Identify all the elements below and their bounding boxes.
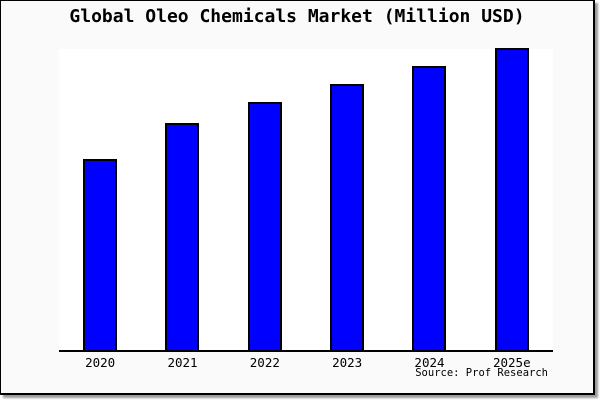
bar-slot-2025e (471, 48, 553, 350)
x-tick-label-2022: 2022 (249, 355, 280, 370)
bar-slot-2020 (59, 49, 141, 350)
x-tick-label-2020: 2020 (85, 355, 116, 370)
x-tick-label-2023: 2023 (332, 355, 363, 370)
bar-2021 (165, 123, 200, 350)
bar-2020 (83, 159, 118, 350)
x-tick-label-2024: 2024 (414, 355, 445, 370)
x-tick-label-2025e: 2025e (492, 355, 531, 370)
source-credit: Source: Prof Research (415, 367, 548, 379)
bar-2022 (247, 102, 282, 350)
bar-2024 (412, 66, 447, 350)
chart-frame: Global Oleo Chemicals Market (Million US… (0, 0, 595, 395)
x-axis-labels: 2020 2021 2022 2023 2024 2025e (59, 355, 553, 370)
bar-2025e (494, 48, 529, 350)
bar-slot-2022 (224, 49, 306, 350)
bar-slot-2021 (141, 49, 223, 350)
bar-slot-2024 (388, 49, 470, 350)
bar-slot-2023 (306, 49, 388, 350)
x-tick-label-2021: 2021 (167, 355, 198, 370)
plot-area (59, 48, 553, 352)
chart-title: Global Oleo Chemicals Market (Million US… (69, 6, 525, 27)
bar-2023 (330, 84, 365, 350)
